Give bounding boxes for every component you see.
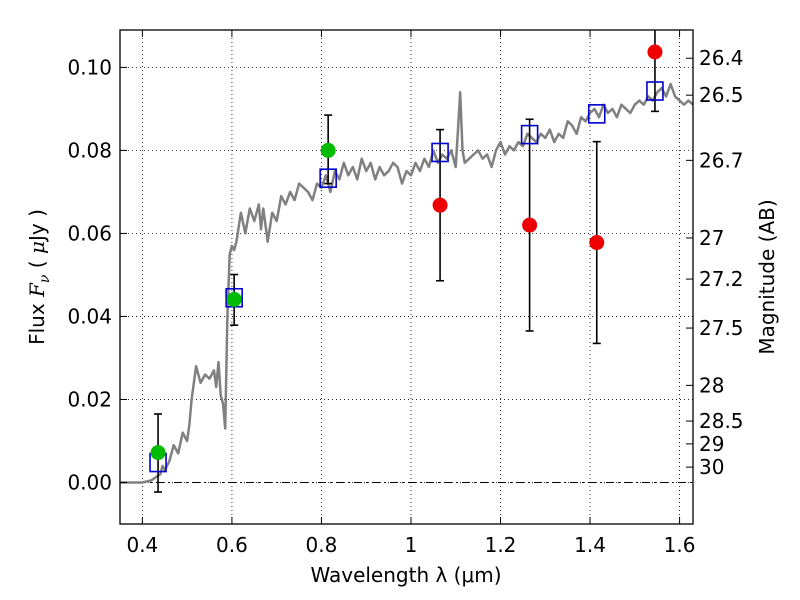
model-point: [646, 81, 664, 101]
right-tick-label: 27.5: [699, 316, 744, 340]
observed-point-red: [589, 235, 605, 251]
right-tick-label: 26.4: [699, 46, 744, 70]
x-axis-label: Wavelength λ (μm): [310, 563, 501, 587]
observed-point-red: [432, 197, 448, 213]
right-tick-label: 30: [699, 455, 724, 479]
right-tick-label: 28.5: [699, 409, 744, 433]
x-tick-label: 1: [405, 533, 418, 557]
observed-point-green: [320, 142, 336, 158]
sed-template-line: [120, 82, 694, 484]
plot-frame: [119, 29, 694, 525]
y-tick-label: 0.00: [67, 470, 112, 494]
observed-point-green: [150, 445, 166, 461]
x-tick-label: 1.4: [574, 533, 606, 557]
right-tick-label: 26.5: [699, 83, 744, 107]
y-axis-label-prefix: Flux: [25, 297, 49, 345]
y-tick-label: 0.04: [67, 304, 112, 328]
observed-point-red: [647, 44, 663, 60]
y-tick-label: 0.06: [67, 221, 112, 245]
y-tick-label: 0.10: [67, 55, 112, 79]
observed-point-green: [226, 291, 242, 307]
right-tick-label: 27.2: [699, 267, 744, 291]
y-axis-label-symbol: F: [25, 282, 49, 298]
model-point: [520, 124, 539, 145]
right-tick-label: 27: [699, 226, 724, 250]
y-axis-label-unit: (: [25, 254, 49, 275]
right-tick-label: 29: [699, 432, 724, 456]
y-axis-label: Flux Fν ( μJy ): [25, 209, 53, 345]
x-tick-label: 1.6: [664, 533, 696, 557]
right-tick-label: 26.7: [699, 148, 744, 172]
y-tick-label: 0.08: [67, 138, 112, 162]
x-tick-label: 0.4: [126, 533, 158, 557]
x-tick-label: 0.6: [216, 533, 248, 557]
plot-background: [120, 30, 693, 524]
right-tick-label: 28: [699, 373, 724, 397]
right-axis-label: Magnitude (AB): [755, 199, 779, 354]
x-tick-label: 1.2: [485, 533, 517, 557]
model-point: [431, 142, 449, 163]
model-points: [149, 81, 664, 473]
y-axis-label-suffix: Jy ): [25, 209, 49, 243]
observed-points: [150, 44, 663, 461]
x-tick-label: 0.8: [306, 533, 338, 557]
model-point: [587, 104, 606, 124]
y-axis-label-subscript: ν: [37, 274, 53, 283]
y-tick-label: 0.02: [67, 387, 112, 411]
observed-point-red: [522, 217, 538, 233]
axis-ticks: 0.4 0.6 0.8 1 1.2 1.4 1.6 0.00 0.02 0.04 0.06 0.08 0…: [67, 30, 744, 557]
y-axis-label-mu: μ: [25, 241, 49, 254]
sed-layer: [120, 82, 694, 484]
model-point: [319, 168, 337, 188]
